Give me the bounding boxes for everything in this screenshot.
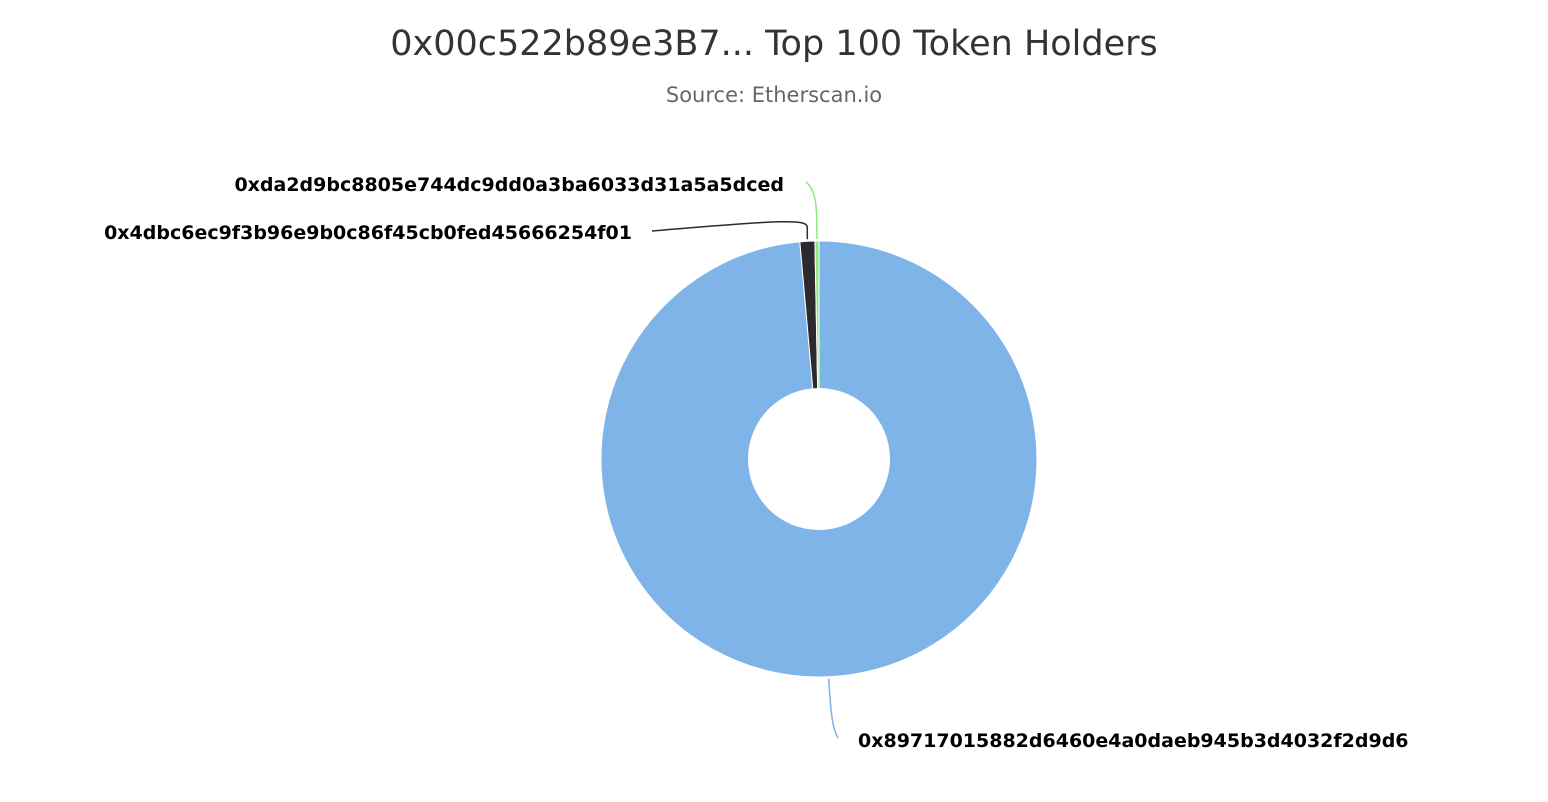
chart-title: 0x00c522b89e3B7... Top 100 Token Holders [390, 24, 1158, 64]
labels-group: 0x89717015882d6460e4a0daeb945b3d4032f2d9… [104, 174, 1408, 752]
slice-label: 0x4dbc6ec9f3b96e9b0c86f45cb0fed45666254f… [104, 222, 632, 244]
slice-label: 0x89717015882d6460e4a0daeb945b3d4032f2d9… [858, 730, 1409, 752]
chart-subtitle: Source: Etherscan.io [665, 83, 883, 107]
label-connector [827, 678, 839, 739]
donut-hole [748, 388, 890, 530]
label-connector [805, 181, 818, 240]
slice-label: 0xda2d9bc8805e744dc9dd0a3ba6033d31a5a5dc… [234, 174, 784, 196]
label-connector [651, 220, 809, 240]
